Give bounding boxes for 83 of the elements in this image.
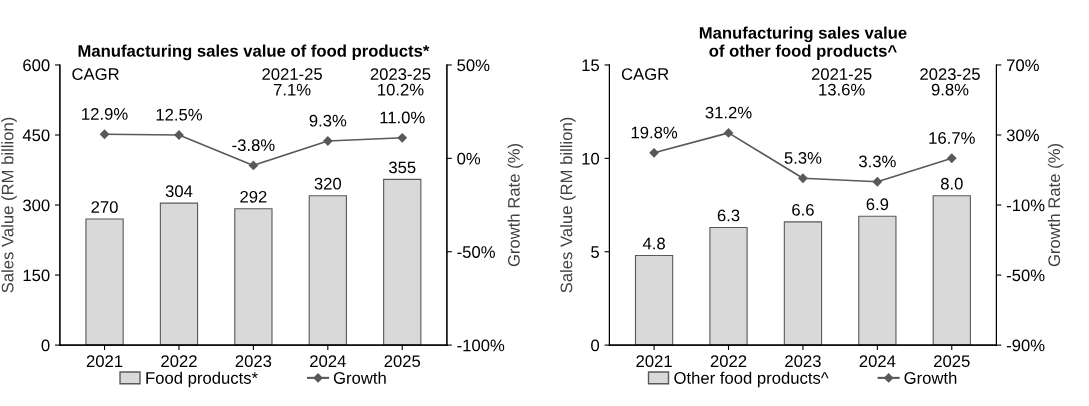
point (397, 133, 407, 143)
data-label: 5.3% (784, 152, 822, 164)
x-tick-label: 2023 (235, 355, 272, 368)
data-label: 12.9% (82, 108, 128, 120)
y-tick-label: 150 (23, 269, 50, 282)
x-tick-label: 2021 (636, 355, 672, 368)
y2-tick-label: 0% (457, 152, 481, 165)
x-tick-label: 2023 (785, 355, 821, 368)
point (323, 136, 333, 146)
y2-tick-label: -50% (1006, 269, 1045, 282)
y-tick-label: 450 (22, 129, 50, 142)
data-label: -3.8% (232, 139, 275, 152)
bar (85, 218, 124, 346)
x-tick-label: 2022 (710, 355, 747, 368)
point (723, 128, 734, 138)
y2-tick-label: -90% (1006, 339, 1045, 352)
y2-axis-title: Growth Rate (%) (507, 144, 524, 267)
y2-tick-label: -50% (457, 246, 495, 258)
y2-tick-label: -10% (1006, 199, 1045, 212)
bar (308, 195, 347, 346)
bar (858, 215, 897, 346)
y-tick-label: 10 (582, 152, 600, 165)
x-tick-label: 2024 (310, 355, 346, 368)
bar (634, 254, 674, 346)
annotation: 2021-25 7.1% (262, 68, 322, 96)
bar (383, 178, 422, 346)
y-axis-title: Sales Value (RM billion) (560, 117, 576, 293)
y2-axis-title: Growth Rate (%) (1047, 144, 1064, 267)
data-label: 320 (314, 177, 342, 190)
y2-tick-label: 50% (457, 59, 490, 72)
annotation: CAGR (72, 68, 119, 80)
y2-tick-label: 30% (1006, 129, 1039, 142)
chart-title: Manufacturing sales value of food products* (78, 44, 430, 61)
point (99, 129, 110, 139)
data-label: 355 (388, 161, 416, 174)
x-tick-label: 2025 (384, 355, 421, 368)
data-label: 6.3 (717, 209, 740, 222)
point (947, 153, 957, 163)
point (649, 148, 659, 158)
x-tick-label: 2021 (86, 355, 123, 368)
legend-label: Growth (333, 371, 386, 384)
data-label: 16.7% (929, 132, 975, 144)
data-label: 8.0 (940, 177, 963, 190)
annotation: CAGR (621, 68, 669, 80)
y2-tick-label: 70% (1007, 59, 1039, 72)
data-label: 31.2% (705, 106, 752, 119)
data-label: 12.5% (156, 108, 203, 121)
y2-tick-label: -100% (457, 339, 505, 352)
y-tick-label: 15 (582, 59, 600, 72)
data-label: 4.8 (642, 237, 665, 250)
legend-label: Growth (904, 371, 957, 384)
data-label: 292 (240, 190, 267, 203)
x-tick-label: 2025 (934, 355, 970, 368)
y-tick-label: 600 (23, 59, 50, 72)
bar (932, 195, 971, 346)
data-label: 304 (165, 185, 193, 198)
data-label: 3.3% (859, 155, 896, 168)
chart-title: Manufacturing sales value of other food products^ (699, 26, 907, 61)
y-tick-label: 0 (41, 339, 50, 352)
x-tick-label: 2024 (859, 355, 896, 368)
data-label: 11.0% (380, 111, 425, 124)
point (798, 173, 808, 183)
data-label: 6.9 (866, 198, 889, 211)
bar (783, 221, 823, 346)
data-label: 9.3% (309, 114, 347, 127)
data-label: 19.8% (631, 126, 678, 139)
bar (159, 202, 199, 346)
y-tick-label: 300 (23, 199, 50, 212)
point (872, 177, 882, 187)
bar (234, 208, 273, 346)
data-label: 6.6 (792, 203, 814, 216)
y-axis-title: Sales Value (RM billion) (1, 117, 17, 293)
data-label: 270 (91, 201, 118, 213)
point (248, 160, 259, 171)
annotation: 2023-25 10.2% (370, 68, 431, 96)
y-tick-label: 5 (591, 246, 600, 258)
bar (709, 226, 748, 346)
annotation: 2021-25 13.6% (811, 68, 872, 96)
y-tick-label: 0 (591, 339, 600, 352)
x-tick-label: 2022 (161, 355, 197, 368)
legend-label: Food products* (146, 371, 258, 388)
legend-label: Other food products^ (674, 371, 829, 388)
annotation: 2023-25 9.8% (920, 68, 980, 96)
